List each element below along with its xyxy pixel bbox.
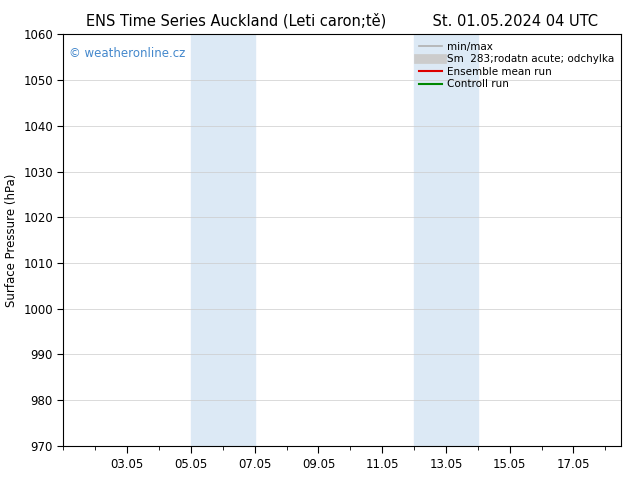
Text: © weatheronline.cz: © weatheronline.cz — [69, 47, 185, 60]
Bar — [414, 34, 478, 446]
Legend: min/max, Sm  283;rodatn acute; odchylka, Ensemble mean run, Controll run: min/max, Sm 283;rodatn acute; odchylka, … — [417, 40, 616, 92]
Title: ENS Time Series Auckland (Leti caron;tě)          St. 01.05.2024 04 UTC: ENS Time Series Auckland (Leti caron;tě)… — [86, 13, 598, 29]
Y-axis label: Surface Pressure (hPa): Surface Pressure (hPa) — [4, 173, 18, 307]
Bar — [191, 34, 255, 446]
